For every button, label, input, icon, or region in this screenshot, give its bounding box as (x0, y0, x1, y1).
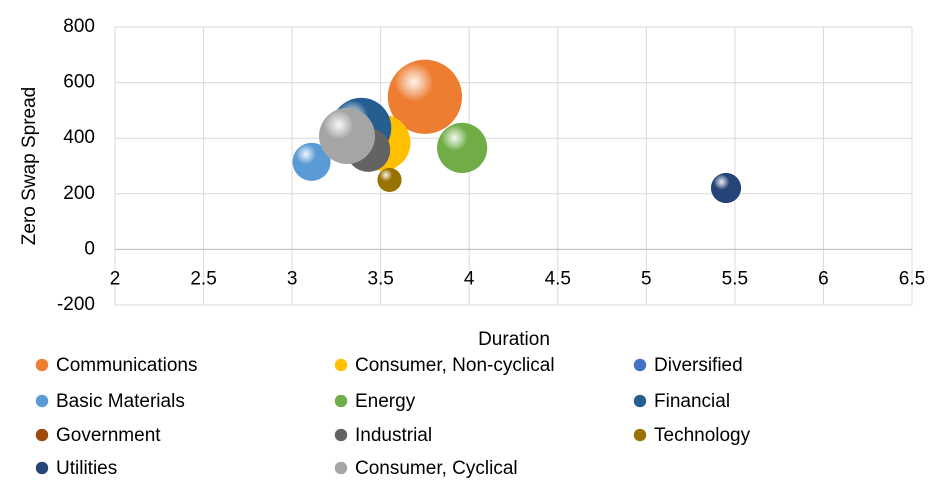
x-tick-label: 4.5 (545, 268, 571, 289)
y-tick-label: 600 (63, 72, 95, 93)
y-tick-label: 0 (84, 238, 95, 259)
bubble-shade (377, 167, 402, 192)
x-tick-label: 5 (641, 268, 652, 289)
legend-marker (35, 461, 49, 475)
x-tick-label: 3.5 (367, 268, 393, 289)
x-tick-label: 6 (818, 268, 829, 289)
x-tick-label: 5.5 (722, 268, 748, 289)
legend-label: Energy (355, 391, 416, 412)
x-axis-title: Duration (478, 329, 550, 350)
legend-label: Basic Materials (56, 391, 185, 412)
bubble-shade (387, 59, 462, 134)
y-tick-label: 200 (63, 183, 95, 204)
x-tick-label: 2 (110, 268, 121, 289)
x-tick-label: 3 (287, 268, 298, 289)
legend-label: Consumer, Non-cyclical (355, 355, 555, 376)
legend-marker (334, 428, 348, 442)
legend-label: Communications (56, 355, 198, 376)
legend-label: Industrial (355, 425, 432, 446)
legend-marker (633, 358, 647, 372)
legend-label: Diversified (654, 355, 743, 376)
legend-marker (633, 394, 647, 408)
bubble-shade (319, 108, 375, 164)
y-tick-label: -200 (57, 294, 95, 315)
x-tick-label: 4 (464, 268, 475, 289)
legend-marker (35, 394, 49, 408)
legend-label: Utilities (56, 458, 117, 479)
y-axis-title: Zero Swap Spread (19, 87, 40, 245)
legend-marker (334, 358, 348, 372)
legend-label: Technology (654, 425, 751, 446)
bubble-shade (711, 172, 742, 203)
x-tick-label: 2.5 (190, 268, 216, 289)
y-tick-label: 400 (63, 127, 95, 148)
legend-marker (633, 428, 647, 442)
legend-label: Government (56, 425, 161, 446)
legend-marker (35, 358, 49, 372)
x-tick-label: 6.5 (899, 268, 925, 289)
y-tick-label: 800 (63, 16, 95, 37)
legend-label: Financial (654, 391, 730, 412)
legend-label: Consumer, Cyclical (355, 458, 518, 479)
bubble-shade (292, 142, 331, 181)
legend-marker (334, 461, 348, 475)
legend-marker (35, 428, 49, 442)
bubble-shade (437, 122, 488, 173)
legend-marker (334, 394, 348, 408)
